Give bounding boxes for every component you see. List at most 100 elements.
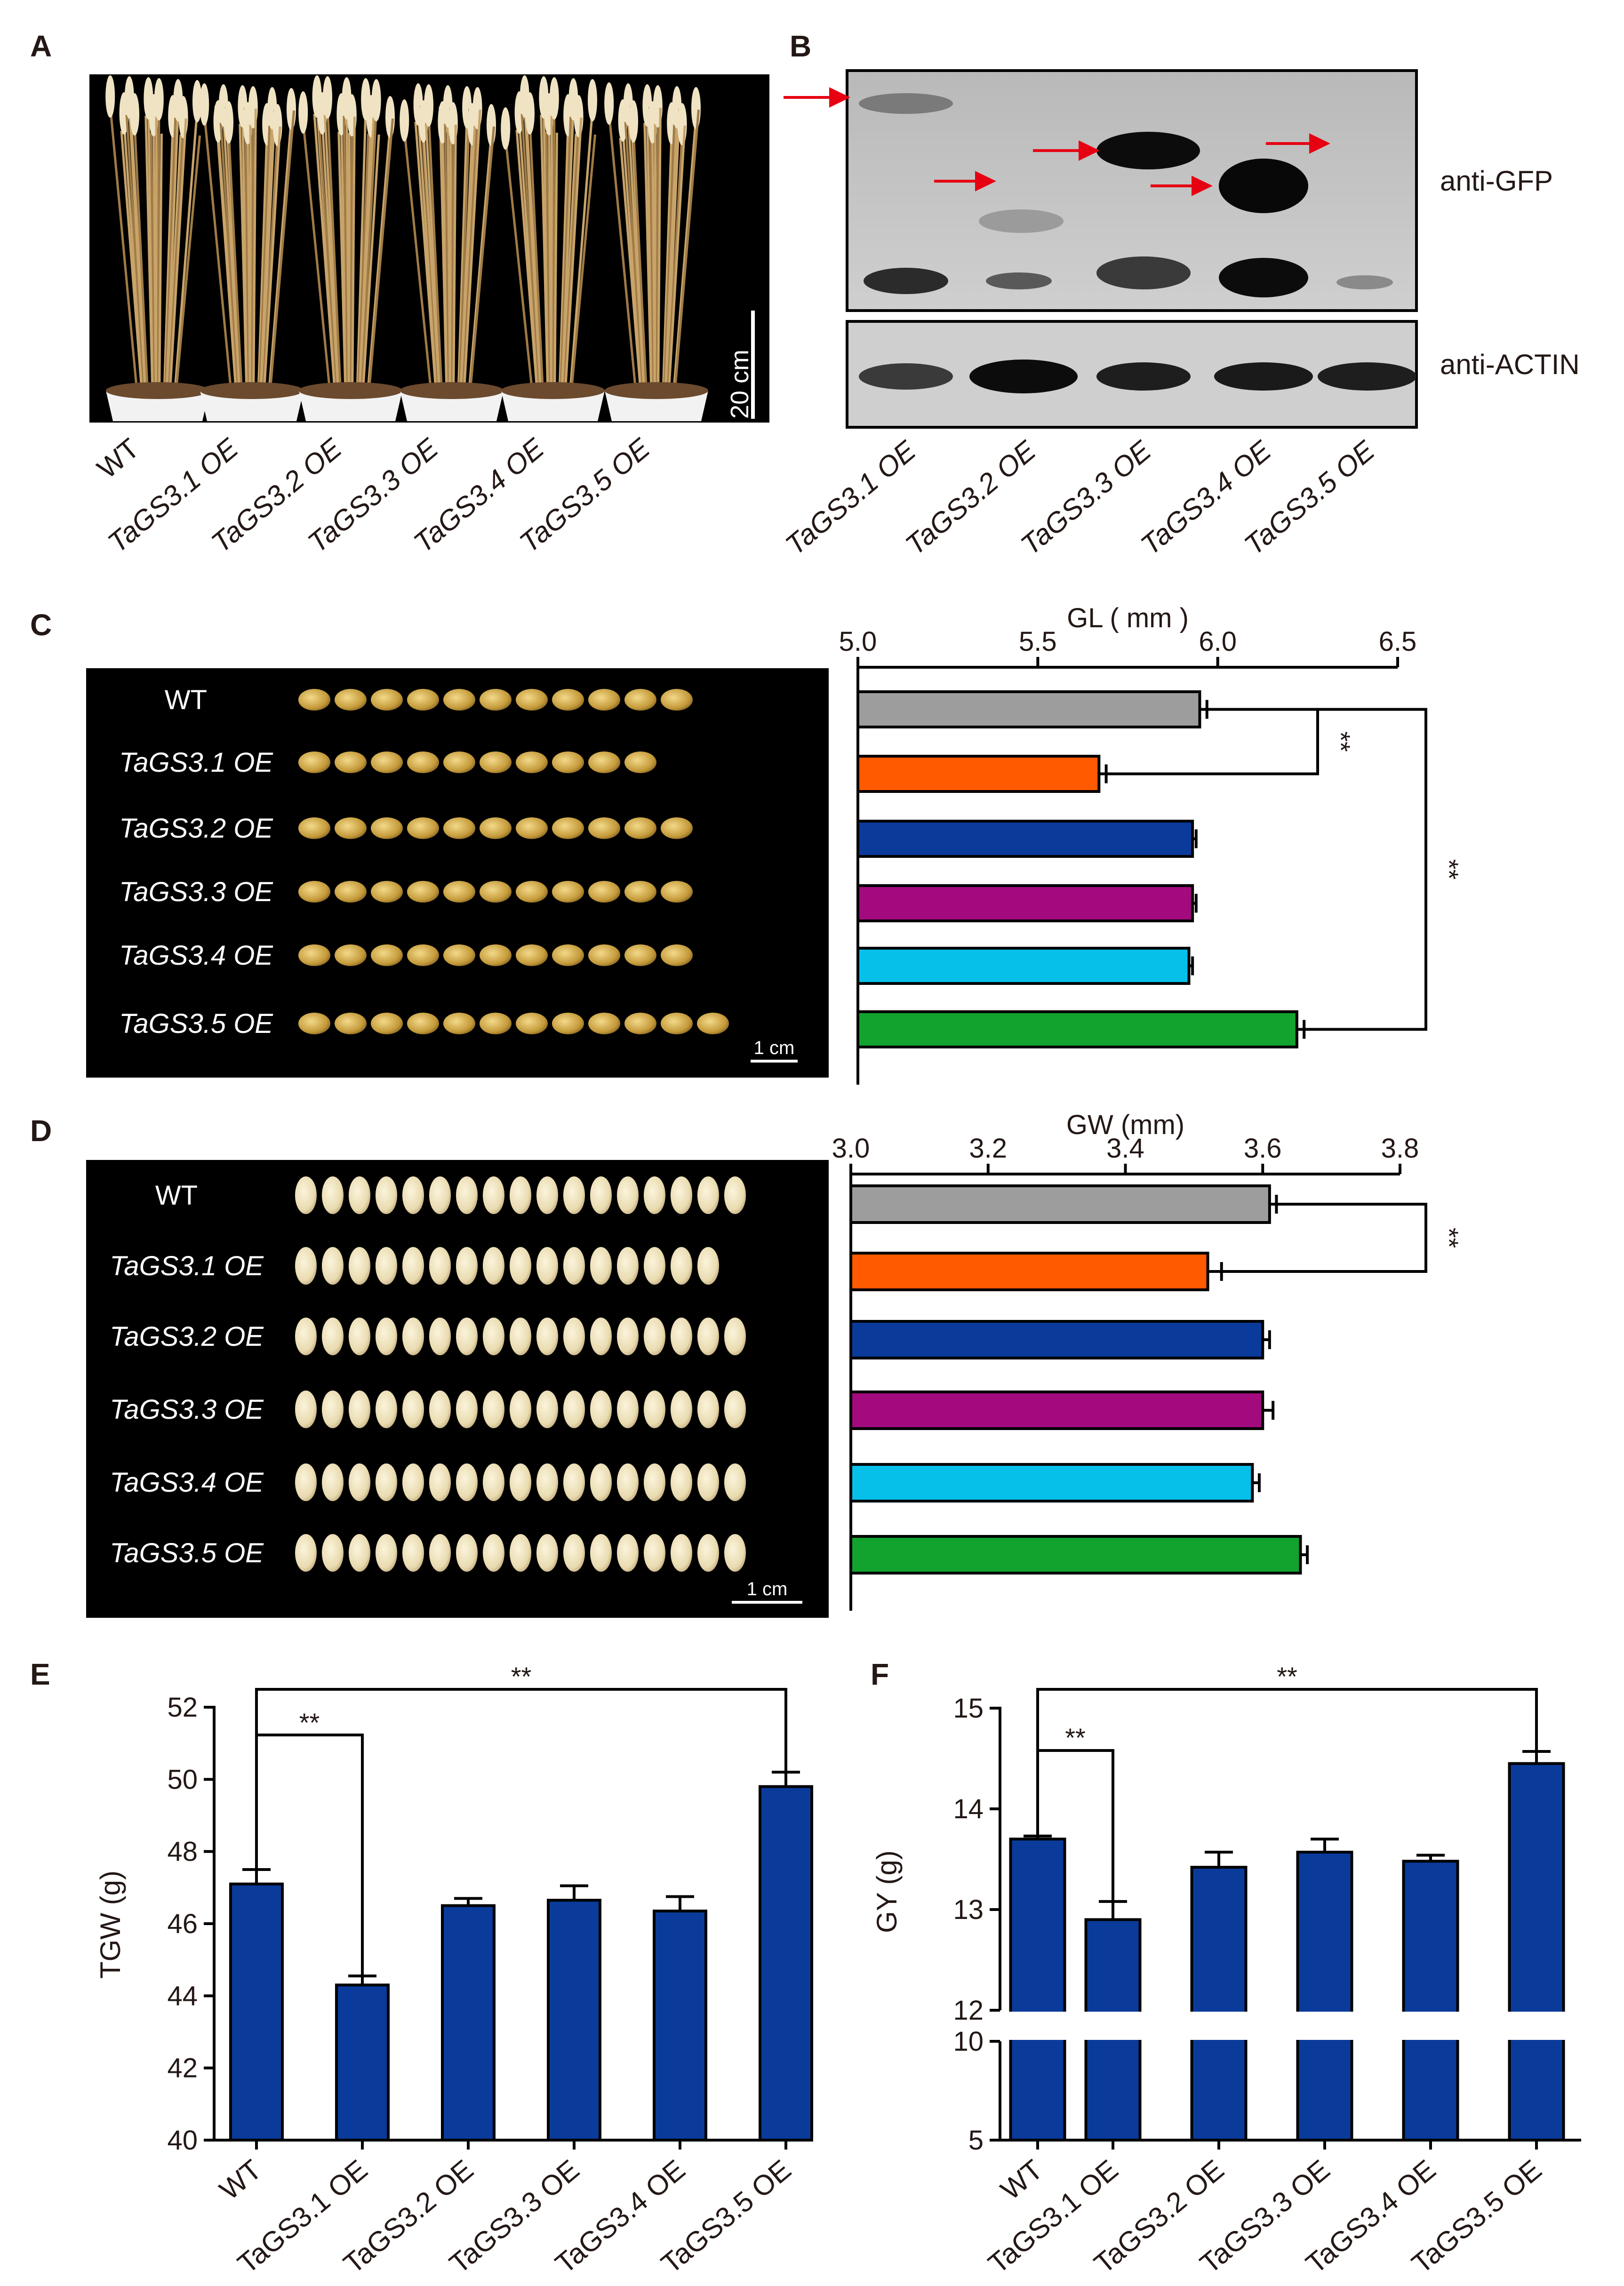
stem	[526, 130, 544, 396]
seed	[456, 1463, 478, 1501]
sample-label: WT	[165, 685, 207, 715]
sig-bracket	[1036, 1688, 1538, 1752]
seed	[552, 881, 584, 903]
seed	[407, 1013, 439, 1034]
seed	[516, 944, 548, 966]
stem	[251, 116, 255, 396]
panel-label-c: C	[30, 608, 52, 642]
tick-label: 13	[953, 1894, 984, 1925]
seed	[552, 944, 584, 966]
tick-label: 3.8	[1381, 1133, 1419, 1164]
stem	[167, 126, 185, 396]
stem	[542, 106, 551, 396]
seed	[295, 1176, 317, 1214]
seed	[429, 1391, 451, 1428]
seed	[590, 1391, 612, 1428]
seed	[671, 1463, 692, 1501]
seed	[510, 1534, 531, 1572]
seed	[536, 1391, 558, 1428]
stem	[656, 115, 659, 396]
seed	[644, 1463, 665, 1501]
spike	[130, 93, 139, 136]
seed	[483, 1534, 504, 1572]
stem	[155, 116, 159, 396]
seed	[624, 817, 656, 839]
plant	[604, 82, 708, 421]
stem	[662, 132, 673, 396]
bar	[759, 1785, 813, 2142]
stem	[125, 114, 146, 396]
plant	[298, 75, 402, 421]
bar	[856, 755, 1101, 793]
sample-label: TaGS3.4 OE	[110, 1467, 264, 1498]
sig-bracket	[1036, 1749, 1114, 1902]
stem	[427, 114, 443, 396]
panel-c: C WT TaGS3.1 OE TaGS3.2 OE TaGS3.3 OE TaGS3.…	[30, 603, 1464, 1085]
tick-label: 10	[953, 2026, 984, 2057]
stem	[166, 134, 182, 396]
stem	[174, 135, 201, 396]
stem	[147, 107, 155, 396]
seed	[429, 1318, 451, 1355]
pot	[299, 391, 402, 421]
gfp-bands	[859, 93, 1393, 297]
seed	[483, 1391, 504, 1428]
bar	[1508, 1762, 1565, 2142]
spike	[525, 92, 535, 135]
seed	[644, 1391, 665, 1428]
seed	[376, 1176, 397, 1214]
stem	[654, 123, 657, 396]
stem	[624, 121, 645, 396]
band	[969, 360, 1078, 393]
seed	[322, 1247, 344, 1285]
seed	[510, 1247, 531, 1285]
stem	[672, 117, 697, 396]
seed	[429, 1247, 451, 1285]
seed	[510, 1176, 531, 1214]
stem	[562, 125, 580, 396]
seed	[376, 1391, 397, 1428]
stem	[657, 107, 662, 396]
seed	[661, 881, 693, 903]
sample-label: TaGS3.1 OE	[119, 747, 273, 778]
spike	[371, 79, 381, 121]
seed	[661, 689, 693, 711]
seed	[407, 817, 439, 839]
pot	[400, 391, 504, 421]
spike	[298, 91, 308, 134]
soil	[400, 382, 504, 399]
tick-label: 50	[167, 1764, 198, 1795]
bar	[653, 1910, 707, 2142]
seed	[298, 751, 330, 773]
soil	[605, 382, 708, 399]
bar	[849, 1535, 1302, 1575]
seed	[407, 689, 439, 711]
seed	[298, 817, 330, 839]
seed	[402, 1318, 424, 1355]
stem	[261, 134, 279, 396]
tick-label: 52	[167, 1692, 198, 1723]
panel-label-f: F	[871, 1657, 889, 1691]
seed	[295, 1247, 317, 1285]
seed	[322, 1176, 344, 1214]
seed	[724, 1534, 746, 1572]
bar	[849, 1184, 1271, 1224]
seed	[624, 881, 656, 903]
seed	[429, 1176, 451, 1214]
seed	[295, 1391, 317, 1428]
seed	[671, 1534, 692, 1572]
seed	[724, 1463, 746, 1501]
seed	[671, 1391, 692, 1428]
stem	[227, 131, 243, 396]
seed	[588, 689, 620, 711]
stem	[424, 122, 442, 396]
seed	[590, 1176, 612, 1214]
sample-label: WT	[995, 2154, 1049, 2206]
seed	[443, 751, 475, 773]
seed	[376, 1247, 397, 1285]
seed	[624, 1013, 656, 1034]
stem	[553, 132, 558, 396]
